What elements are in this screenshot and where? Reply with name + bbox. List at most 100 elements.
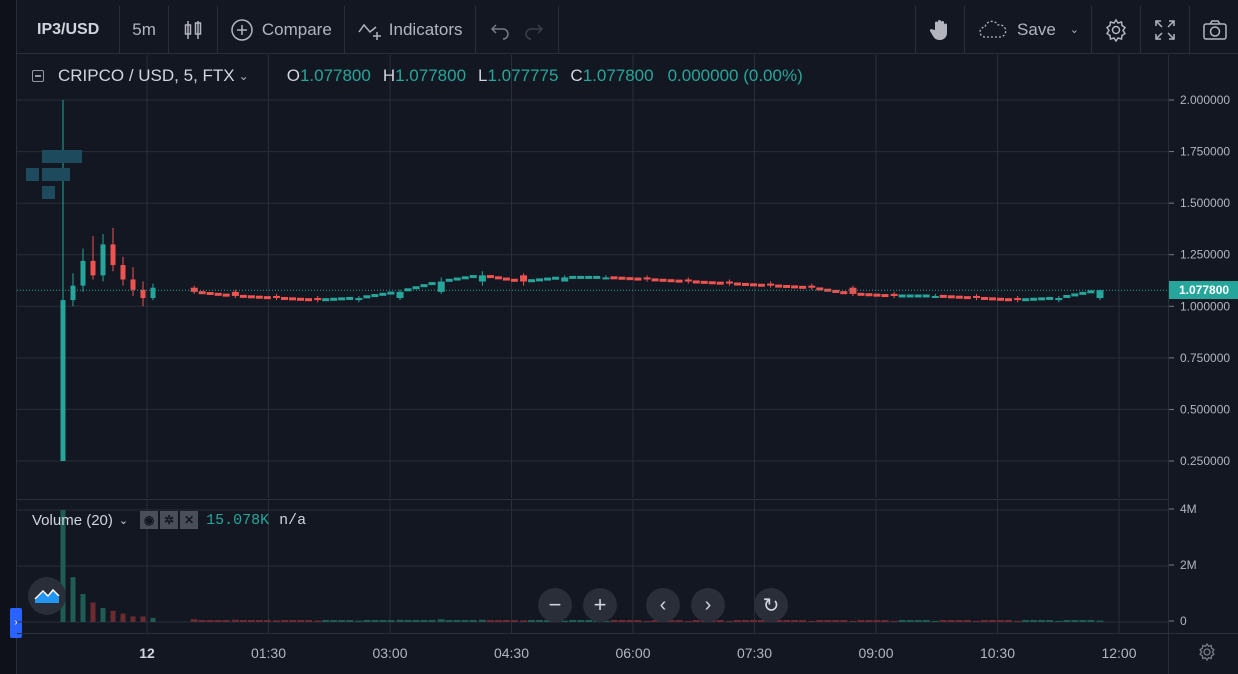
- volume-bar: [371, 620, 379, 622]
- candle-body: [338, 297, 346, 301]
- collapse-legend-icon[interactable]: [32, 70, 44, 82]
- volume-bar: [783, 620, 791, 622]
- volume-bar: [70, 577, 76, 622]
- fullscreen-button[interactable]: [1141, 5, 1190, 54]
- volume-bar: [947, 620, 955, 622]
- snapshot-button[interactable]: [1190, 6, 1238, 54]
- volume-bar: [577, 620, 585, 622]
- gear-icon: [1104, 18, 1128, 42]
- tradingview-logo[interactable]: [28, 577, 66, 615]
- volume-bar: [363, 620, 371, 622]
- volume-bar: [634, 620, 642, 622]
- cloud-icon: [977, 18, 1009, 42]
- drag-mode-button[interactable]: [915, 5, 966, 54]
- candle-body: [1079, 291, 1087, 295]
- indicators-label: Indicators: [388, 19, 463, 39]
- sidebar-toggle-button[interactable]: ›: [10, 608, 22, 638]
- volume-bar: [1087, 620, 1095, 622]
- indicators-button[interactable]: Indicators: [345, 5, 476, 54]
- volume-bar: [610, 620, 618, 622]
- compare-button[interactable]: Compare: [218, 5, 345, 54]
- time-tick-label: 09:00: [858, 645, 893, 661]
- scroll-right-button[interactable]: ›: [691, 588, 725, 622]
- save-button[interactable]: Save ⌄: [965, 5, 1092, 54]
- candle-body: [733, 282, 741, 286]
- volume-bar: [692, 620, 700, 622]
- volume-bar: [461, 620, 469, 622]
- undo-icon[interactable]: [488, 18, 512, 42]
- symbol-search-button[interactable]: IP3/USD: [17, 5, 121, 54]
- hand-icon: [928, 18, 952, 42]
- candle-body: [651, 278, 659, 282]
- volume-bar: [1022, 620, 1030, 622]
- candle-body: [486, 275, 494, 279]
- reset-chart-button[interactable]: ↻: [754, 588, 788, 622]
- price-pane[interactable]: [17, 55, 1168, 498]
- volume-ma-value: n/a: [279, 511, 307, 529]
- candle-body: [437, 281, 445, 292]
- candle-body: [692, 280, 700, 284]
- settings-button[interactable]: [1092, 5, 1141, 54]
- scroll-left-button[interactable]: ‹: [646, 588, 680, 622]
- candle-body: [1087, 290, 1095, 294]
- candle-body: [231, 291, 239, 296]
- candle-body: [371, 294, 379, 298]
- volume-bar: [263, 620, 271, 622]
- candle-body: [610, 276, 618, 280]
- candle-body: [1071, 293, 1079, 297]
- time-axis[interactable]: 12 01:30 03:00 04:30 06:00 07:30 09:00 10:30 12:…: [17, 633, 1168, 674]
- candle-body: [322, 298, 330, 302]
- volume-bar: [1079, 620, 1087, 622]
- volume-bar: [222, 620, 230, 622]
- ohlc-values: O1.077800 H1.077800 L1.077775 C1.077800 …: [287, 66, 803, 86]
- candle-body: [379, 292, 387, 296]
- price-tick-label: 1.000000: [1180, 299, 1230, 313]
- volume-bar: [231, 619, 239, 622]
- volume-bar: [906, 620, 914, 622]
- volume-legend: Volume (20) ⌄ ◉ ✲ ✕ 15.078K n/a: [32, 511, 306, 529]
- candle-body: [552, 276, 560, 280]
- candle-body: [675, 279, 683, 283]
- volume-bar: [561, 620, 569, 622]
- volume-bar: [675, 620, 683, 622]
- candle-body: [865, 293, 873, 297]
- volume-bar: [849, 620, 857, 622]
- volume-bar: [1096, 620, 1104, 622]
- volume-bar: [494, 620, 502, 622]
- zoom-out-button[interactable]: −: [538, 588, 572, 622]
- interval-button[interactable]: 5m: [120, 5, 169, 54]
- volume-title[interactable]: Volume (20): [32, 511, 113, 529]
- volume-bar: [1014, 620, 1022, 622]
- candle-body: [214, 292, 222, 296]
- volume-bar: [931, 620, 939, 622]
- candle-body: [453, 277, 461, 281]
- volume-bar: [996, 620, 1004, 622]
- candle-body: [799, 285, 807, 289]
- close-icon[interactable]: ✕: [180, 511, 199, 529]
- volume-chevron-icon[interactable]: ⌄: [118, 514, 129, 527]
- chevron-down-icon[interactable]: ⌄: [238, 69, 249, 83]
- candle-body: [561, 277, 569, 282]
- volume-bar: [239, 620, 247, 622]
- redo-icon[interactable]: [522, 18, 546, 42]
- volume-bar: [569, 620, 577, 622]
- volume-bar: [922, 620, 930, 622]
- candle-body: [520, 275, 528, 282]
- candle-body: [783, 284, 791, 288]
- candle-body: [70, 285, 76, 301]
- volume-bar: [651, 620, 659, 622]
- save-chevron-icon[interactable]: ⌄: [1069, 24, 1079, 36]
- price-axis[interactable]: 2.000000 1.750000 1.500000 1.250000 1.000000…: [1168, 55, 1238, 633]
- chart-style-button[interactable]: [169, 5, 218, 54]
- axis-settings-corner[interactable]: [1168, 633, 1238, 674]
- eye-icon[interactable]: ◉: [140, 511, 159, 529]
- volume-bar: [281, 620, 289, 622]
- candle-body: [659, 278, 667, 282]
- candle-body: [840, 291, 848, 295]
- time-tick-label: 03:00: [372, 645, 407, 661]
- volume-bar: [857, 620, 865, 622]
- zoom-in-button[interactable]: +: [583, 588, 617, 622]
- gear-icon[interactable]: ✲: [160, 511, 179, 529]
- symbol-legend[interactable]: CRIPCO / USD, 5, FTX ⌄: [32, 66, 249, 86]
- candle-body: [791, 285, 799, 289]
